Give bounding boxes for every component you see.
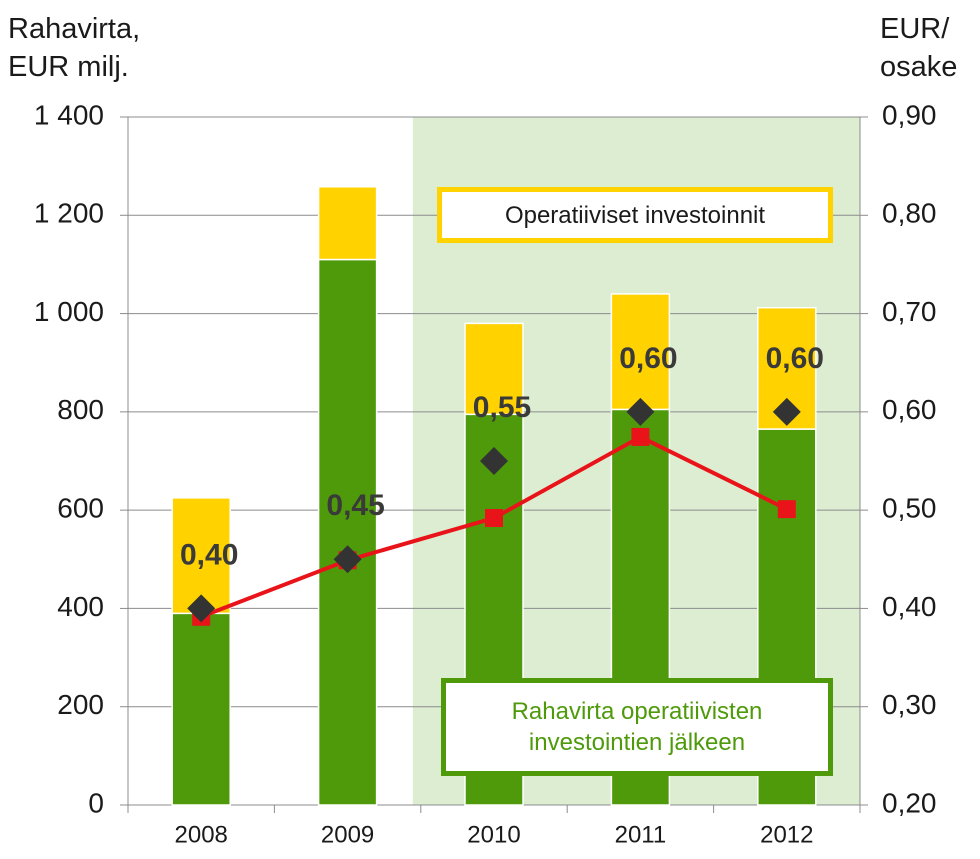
diamond-marker (626, 397, 655, 426)
y-tick-label: 200 (57, 689, 104, 720)
data-label: 0,40 (180, 538, 238, 571)
data-label: 0,60 (766, 342, 824, 375)
y2-tick-label: 0,90 (882, 99, 937, 130)
y-tick-label: 0 (88, 787, 104, 818)
legend-item: Operatiiviset investoinnit (437, 187, 833, 243)
line-marker (631, 427, 650, 446)
x-tick-label: 2008 (175, 821, 228, 848)
x-tick-label: 2009 (321, 821, 374, 848)
y-tick-label: 1 400 (34, 99, 104, 130)
y-tick-label: 1 000 (34, 296, 104, 327)
y2-tick-label: 0,20 (882, 787, 937, 818)
bar-segment (464, 322, 524, 416)
y-tick-label: 800 (57, 394, 104, 425)
diamond-marker (480, 447, 508, 475)
bar-segment (317, 258, 378, 806)
data-label: 0,55 (473, 391, 531, 424)
line-marker (485, 509, 503, 528)
y2-tick-label: 0,80 (882, 198, 937, 229)
y2-axis-title: EUR/ osake (880, 13, 958, 83)
y-tick-label: 400 (57, 591, 104, 622)
y2-tick-label: 0,70 (882, 296, 937, 327)
y2-tick-label: 0,40 (882, 591, 937, 622)
line-marker (777, 500, 796, 519)
y-tick-label: 600 (57, 493, 104, 524)
bar-segment (171, 612, 231, 806)
x-tick-label: 2010 (467, 821, 520, 848)
x-tick-label: 2011 (615, 821, 667, 848)
data-label: 0,45 (326, 489, 384, 522)
bar-segment (610, 293, 671, 411)
diamond-marker (772, 397, 801, 426)
y-tick-label: 1 200 (34, 198, 104, 229)
legend-item: Rahavirta operatiivisten investointien j… (441, 678, 833, 776)
diamond-marker (187, 594, 216, 623)
bar-segment (317, 186, 378, 261)
y-axis-title: Rahavirta, EUR milj. (8, 13, 141, 83)
y2-tick-label: 0,30 (882, 689, 937, 720)
diamond-marker (333, 545, 362, 574)
y2-tick-label: 0,50 (882, 493, 937, 524)
y2-tick-label: 0,60 (882, 394, 937, 425)
data-label: 0,60 (619, 342, 677, 375)
x-tick-label: 2012 (760, 821, 813, 848)
